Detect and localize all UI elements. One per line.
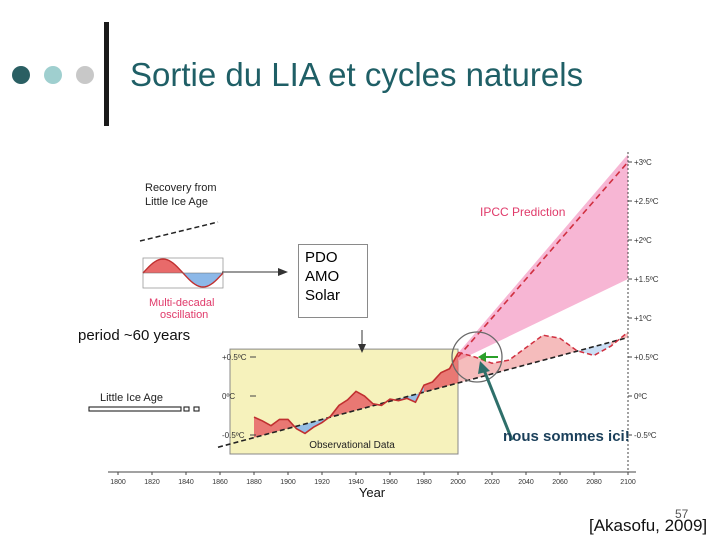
bullet-dot-2 [44, 66, 62, 84]
x-tick-label: 1920 [314, 479, 330, 486]
shade-segment [526, 335, 543, 365]
x-tick-label: 2100 [620, 479, 636, 486]
slide-title: Sortie du LIA et cycles naturels [130, 56, 584, 93]
shade-segment [509, 347, 526, 370]
x-tick-label: 2020 [484, 479, 500, 486]
x-tick-label: 1900 [280, 479, 296, 486]
shade-segment [356, 391, 365, 411]
callout-line-2: AMO [305, 268, 340, 285]
shade-segment [458, 352, 475, 383]
title-divider [104, 22, 109, 126]
shade-segment [347, 391, 356, 413]
callout-line-3: Solar [305, 287, 341, 304]
shade-segment [305, 421, 314, 434]
oscillation-cool-lobe [183, 273, 223, 287]
x-tick-label: 1980 [416, 479, 432, 486]
x-tick-label: 1940 [348, 479, 364, 486]
x-tick-labels: 1800 1820 1840 1860 1880 1900 1920 1940 1960 1980… [110, 472, 636, 486]
oscillation-warm-lobe [143, 259, 183, 273]
citation: [Akasofu, 2009] [589, 516, 708, 535]
right-y-tick-label: +2.5ºC [634, 197, 659, 206]
multidecadal-label-1: Multi-decadal [149, 297, 214, 309]
shade-segment [543, 335, 560, 361]
shade-segment [577, 346, 594, 356]
here-label: nous sommes ici! [503, 428, 630, 445]
shade-segment [441, 368, 450, 388]
green-arrowhead [478, 352, 486, 362]
bullet-dot-3 [76, 66, 94, 84]
recovery-label-1: Recovery from [145, 182, 217, 194]
x-tick-label: 2080 [586, 479, 602, 486]
shade-segment [271, 419, 280, 434]
here-arrowhead [478, 361, 490, 374]
here-arrow [482, 369, 514, 441]
ipcc-line [457, 161, 629, 358]
ipcc-fan [458, 154, 628, 361]
shade-segment [339, 399, 348, 415]
left-y-tick-label: -0.5ºC [222, 431, 245, 440]
x-tick-label: 2040 [518, 479, 534, 486]
ipcc-label: IPCC Prediction [480, 205, 565, 219]
x-tick-label: 2000 [450, 479, 466, 486]
lia-legend-label: Little Ice Age [100, 392, 163, 404]
shade-segment [407, 394, 416, 403]
forcing-callout: PDO AMO Solar [298, 244, 368, 318]
x-tick-label: 1800 [110, 479, 126, 486]
lia-legend-square-2 [193, 406, 200, 412]
observed-line [253, 352, 459, 435]
lia-legend-bar [88, 406, 182, 412]
right-y-tick-label: +1ºC [634, 314, 652, 323]
left-y-tick-labels: +0.5ºC 0ºC -0.5ºC [222, 353, 256, 440]
obs-label: Observational Data [309, 440, 395, 451]
recovery-label-2: Little Ice Age [145, 196, 208, 208]
lia-legend-square-1 [183, 406, 190, 412]
multidecadal-label-2: oscillation [160, 309, 208, 321]
right-y-tick-label: +3ºC [634, 158, 652, 167]
recovery-trend-line [139, 221, 219, 242]
shade-segment [254, 417, 263, 438]
right-y-tick-label: +0.5ºC [634, 353, 659, 362]
right-y-tick-label: 0ºC [634, 392, 647, 401]
right-y-tick-label: +2ºC [634, 236, 652, 245]
x-tick-label: 1880 [246, 479, 262, 486]
connector-arrowhead [278, 268, 288, 276]
left-y-tick-label: 0ºC [222, 392, 235, 401]
page-number: 57 [675, 507, 689, 521]
long-term-trend-line [217, 336, 629, 449]
x-tick-label: 2060 [552, 479, 568, 486]
shade-segment [594, 342, 611, 356]
x-tick-label: 1840 [178, 479, 194, 486]
x-axis-label: Year [359, 485, 386, 500]
right-y-tick-label: +1.5ºC [634, 275, 659, 284]
x-tick-label: 1860 [212, 479, 228, 486]
left-y-tick-label: +0.5ºC [222, 353, 247, 362]
callout-line-1: PDO [305, 249, 338, 266]
shade-segment [611, 332, 628, 347]
shade-segment [279, 419, 288, 431]
period-label: period ~60 years [78, 327, 191, 344]
bullet-dot-1 [12, 66, 30, 84]
down-arrowhead [358, 344, 366, 353]
shade-segment [560, 338, 577, 356]
right-y-tick-label: -0.5ºC [634, 431, 657, 440]
x-tick-label: 1960 [382, 479, 398, 486]
here-circle [451, 331, 503, 383]
shade-segment [432, 372, 441, 390]
right-y-tick-labels: +3ºC +2.5ºC +2ºC +1.5ºC +1ºC +0.5ºC 0ºC -0.5ºC [628, 158, 659, 440]
x-tick-label: 1820 [144, 479, 160, 486]
shade-segment [449, 353, 458, 386]
